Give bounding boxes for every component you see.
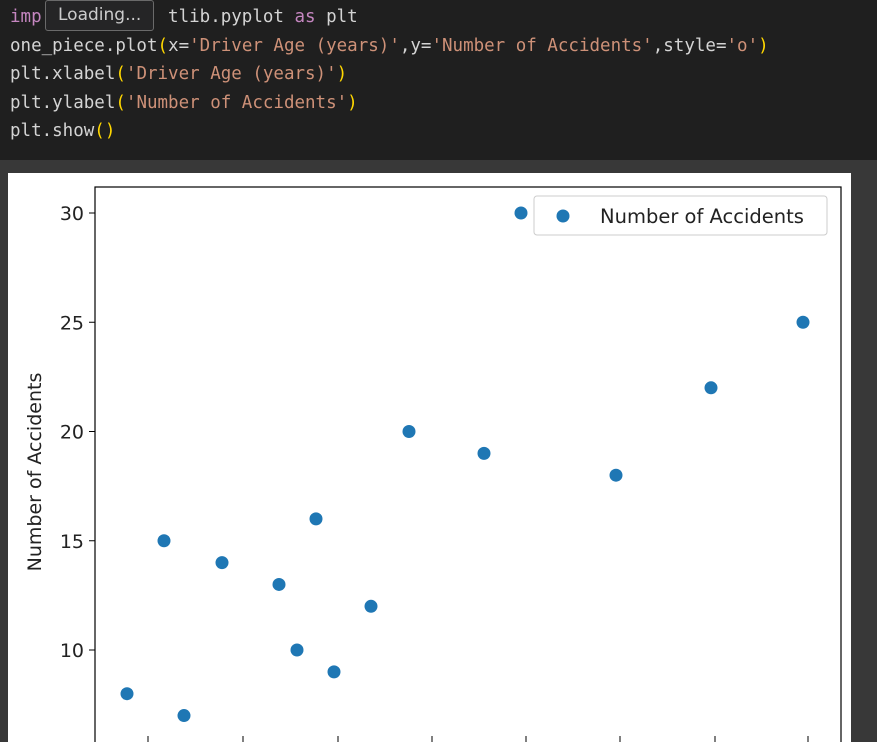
code-token: plt.ylabel xyxy=(10,93,116,113)
code-string: 'Driver Age (years)' xyxy=(189,36,400,56)
data-point xyxy=(290,643,304,657)
code-paren: ) xyxy=(758,36,769,56)
code-token: ,y= xyxy=(399,36,432,56)
data-point xyxy=(514,206,528,220)
data-point xyxy=(796,315,810,329)
plot-axes-frame xyxy=(94,186,842,742)
code-token: x= xyxy=(168,36,190,56)
code-token: plt.show xyxy=(10,121,95,141)
code-string: 'Number of Accidents' xyxy=(125,93,348,113)
data-point xyxy=(402,425,416,438)
data-point xyxy=(327,665,341,679)
legend-marker xyxy=(556,209,570,223)
code-line-1: imp tlib.pyplot as plt xyxy=(10,3,358,31)
data-point xyxy=(157,534,171,548)
x-axis-ticks xyxy=(147,736,809,742)
y-axis-label: Number of Accidents xyxy=(24,373,46,572)
y-tick-label: 20 xyxy=(60,422,84,444)
code-string: 'o' xyxy=(726,36,759,56)
code-paren: () xyxy=(94,121,116,141)
scatter-chart: 10 15 20 25 30 Number of Accidents Number of… xyxy=(24,186,842,742)
y-tick-label: 25 xyxy=(60,312,84,334)
code-line-4: plt.ylabel('Number of Accidents') xyxy=(10,89,358,117)
data-points xyxy=(120,206,810,723)
code-paren: ( xyxy=(115,93,126,113)
code-paren: ) xyxy=(336,64,348,84)
data-point xyxy=(364,599,378,613)
data-point xyxy=(215,556,229,570)
y-tick-label: 15 xyxy=(60,531,84,553)
data-point xyxy=(477,446,491,460)
code-token: ,style= xyxy=(652,36,727,56)
code-line-3: plt.xlabel('Driver Age (years)') xyxy=(10,60,347,88)
y-tick-label: 30 xyxy=(60,203,84,225)
loading-tooltip: Loading... xyxy=(45,0,155,31)
data-point xyxy=(609,468,623,482)
code-string: 'Driver Age (years)' xyxy=(125,64,337,84)
code-token: tlib.pyplot xyxy=(168,7,295,27)
code-string: 'Number of Accidents' xyxy=(431,36,653,56)
code-token: plt xyxy=(315,7,358,27)
plot-figure: 10 15 20 25 30 Number of Accidents Number of… xyxy=(8,173,851,742)
legend: Number of Accidents xyxy=(533,195,828,236)
data-point xyxy=(177,709,191,723)
y-axis-ticks: 10 15 20 25 30 xyxy=(60,203,95,662)
code-token-import: imp xyxy=(10,7,42,27)
code-token: one_piece.plot xyxy=(10,36,158,56)
data-point xyxy=(309,512,323,526)
data-point xyxy=(272,577,286,591)
code-paren: ) xyxy=(347,93,358,113)
code-line-2: one_piece.plot(x='Driver Age (years)',y=… xyxy=(10,32,769,60)
scrollbar[interactable] xyxy=(851,160,877,742)
y-tick-label: 10 xyxy=(60,640,84,662)
data-point xyxy=(120,687,134,701)
code-token: plt.xlabel xyxy=(10,64,116,84)
code-line-5: plt.show() xyxy=(10,117,115,145)
code-paren: ( xyxy=(157,36,169,56)
data-point xyxy=(704,381,718,395)
code-token-as: as xyxy=(294,7,316,27)
code-cell[interactable]: imp tlib.pyplot as plt one_piece.plot(x=… xyxy=(0,0,877,160)
legend-box xyxy=(533,195,828,236)
legend-label: Number of Accidents xyxy=(600,205,804,228)
code-paren: ( xyxy=(115,64,126,84)
